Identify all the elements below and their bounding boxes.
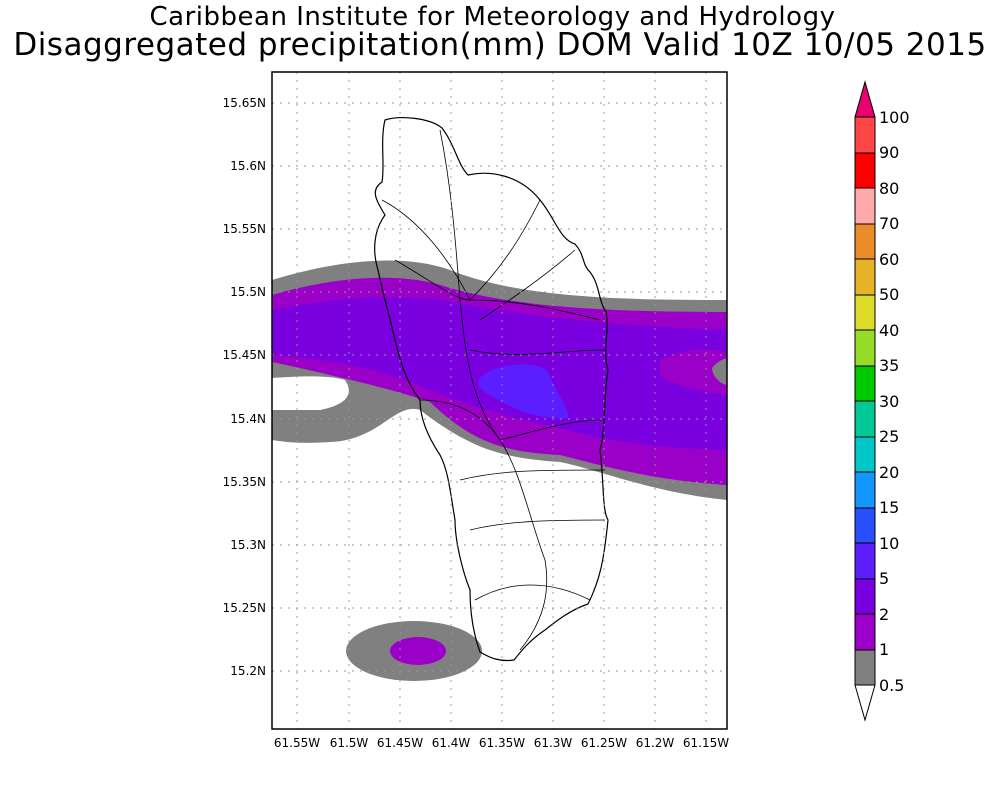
lat-tick: 15.6N bbox=[230, 159, 266, 173]
colorbar-50-box bbox=[854, 294, 876, 331]
colorbar-label: 60 bbox=[879, 250, 899, 269]
band-right-lobe-edge bbox=[712, 358, 727, 385]
lon-axis: 61.55W 61.5W 61.45W 61.4W 61.35W 61.3W 6… bbox=[274, 736, 729, 750]
colorbar-30-box bbox=[854, 400, 876, 438]
colorbar-100-box bbox=[854, 116, 876, 154]
lon-tick: 61.4W bbox=[432, 736, 471, 750]
lat-tick: 15.4N bbox=[230, 412, 266, 426]
colorbar-label: 50 bbox=[879, 285, 899, 304]
lon-tick: 61.5W bbox=[330, 736, 369, 750]
lat-tick: 15.35N bbox=[223, 475, 266, 489]
colorbar-2-box bbox=[854, 613, 876, 651]
colorbar-label: 90 bbox=[879, 143, 899, 162]
colorbar-label: 70 bbox=[879, 214, 899, 233]
colorbar-label: 20 bbox=[879, 463, 899, 482]
lon-tick: 61.55W bbox=[274, 736, 320, 750]
lat-tick: 15.25N bbox=[223, 601, 266, 615]
colorbar-25-box bbox=[854, 436, 876, 473]
colorbar-70-box bbox=[854, 223, 876, 260]
colorbar-label: 30 bbox=[879, 392, 899, 411]
band-5-10 bbox=[478, 364, 569, 419]
colorbar-60-box bbox=[854, 258, 876, 296]
colorbar-label: 80 bbox=[879, 179, 899, 198]
lon-tick: 61.2W bbox=[636, 736, 675, 750]
colorbar-label: 40 bbox=[879, 321, 899, 340]
colorbar: 100 90 80 70 60 50 40 35 30 25 20 15 10 … bbox=[854, 80, 910, 722]
lat-tick: 15.3N bbox=[230, 538, 266, 552]
colorbar-20-box bbox=[854, 471, 876, 509]
colorbar-10-box bbox=[854, 542, 876, 580]
lat-tick: 15.65N bbox=[223, 96, 266, 110]
lon-tick: 61.25W bbox=[581, 736, 627, 750]
lon-tick: 61.15W bbox=[683, 736, 729, 750]
lat-tick: 15.2N bbox=[230, 664, 266, 678]
lat-axis: 15.65N 15.6N 15.55N 15.5N 15.45N 15.4N 1… bbox=[223, 96, 266, 678]
colorbar-90-box bbox=[854, 152, 876, 189]
lat-tick: 15.45N bbox=[223, 348, 266, 362]
map-title: Disaggregated precipitation(mm) DOM Vali… bbox=[13, 27, 987, 63]
precipitation-field bbox=[272, 260, 727, 681]
colorbar-15-box bbox=[854, 507, 876, 544]
colorbar-label: 0.5 bbox=[879, 676, 904, 695]
plot-frame bbox=[271, 71, 728, 730]
colorbar-label: 25 bbox=[879, 427, 899, 446]
colorbar-label: 10 bbox=[879, 534, 899, 553]
colorbar-40-box bbox=[854, 329, 876, 367]
institute-title: Caribbean Institute for Meteorology and … bbox=[149, 2, 836, 32]
colorbar-label: 5 bbox=[879, 569, 889, 588]
colorbar-top-arrow bbox=[854, 80, 876, 118]
band-right-lobe bbox=[660, 349, 727, 395]
lon-tick: 61.45W bbox=[377, 736, 423, 750]
lon-tick: 61.3W bbox=[534, 736, 573, 750]
south-cell-inner bbox=[390, 637, 446, 665]
colorbar-label: 35 bbox=[879, 356, 899, 375]
colorbar-label: 15 bbox=[879, 498, 899, 517]
lat-tick: 15.55N bbox=[223, 222, 266, 236]
lat-tick: 15.5N bbox=[230, 285, 266, 299]
colorbar-1-box bbox=[854, 649, 876, 686]
river-basins bbox=[381, 129, 606, 651]
colorbar-label: 100 bbox=[879, 108, 910, 127]
lon-tick: 61.35W bbox=[479, 736, 525, 750]
map-grid bbox=[272, 72, 727, 729]
colorbar-label: 1 bbox=[879, 640, 889, 659]
colorbar-bottom-arrow bbox=[854, 684, 876, 722]
colorbar-80-box bbox=[854, 187, 876, 225]
colorbar-5-box bbox=[854, 578, 876, 615]
colorbar-35-box bbox=[854, 365, 876, 402]
island-outline bbox=[374, 117, 609, 662]
clear-gap bbox=[272, 376, 349, 410]
colorbar-label: 2 bbox=[879, 605, 889, 624]
